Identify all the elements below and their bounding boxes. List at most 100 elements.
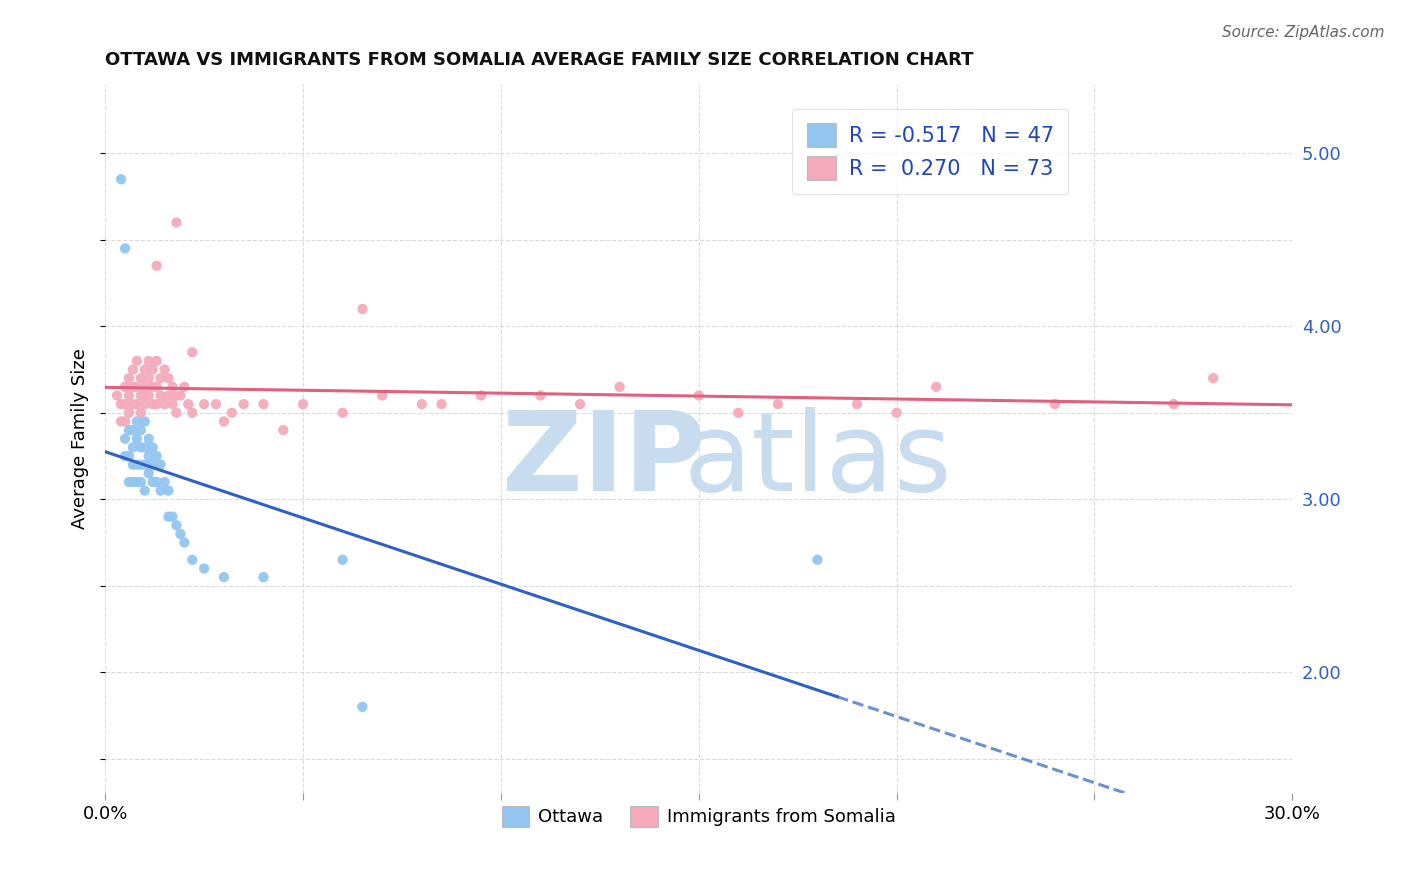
Point — [430, 397, 453, 411]
Point — [145, 259, 167, 273]
Point — [1202, 371, 1225, 385]
Point — [134, 380, 156, 394]
Text: atlas: atlas — [683, 407, 952, 514]
Point — [846, 397, 869, 411]
Point — [134, 483, 156, 498]
Point — [145, 397, 167, 411]
Point — [129, 388, 152, 402]
Point — [114, 432, 136, 446]
Point — [157, 483, 180, 498]
Point — [145, 380, 167, 394]
Point — [153, 397, 176, 411]
Point — [169, 527, 191, 541]
Point — [153, 475, 176, 489]
Point — [181, 345, 204, 359]
Point — [153, 362, 176, 376]
Point — [181, 553, 204, 567]
Point — [221, 406, 243, 420]
Point — [470, 388, 492, 402]
Point — [142, 441, 165, 455]
Point — [114, 414, 136, 428]
Point — [332, 406, 354, 420]
Point — [411, 397, 433, 411]
Point — [371, 388, 394, 402]
Point — [118, 449, 141, 463]
Point — [114, 397, 136, 411]
Point — [138, 371, 160, 385]
Point — [122, 423, 145, 437]
Point — [181, 406, 204, 420]
Point — [122, 380, 145, 394]
Point — [173, 380, 195, 394]
Point — [806, 553, 828, 567]
Point — [125, 380, 148, 394]
Point — [138, 388, 160, 402]
Point — [125, 354, 148, 368]
Point — [118, 388, 141, 402]
Point — [766, 397, 789, 411]
Point — [352, 699, 374, 714]
Point — [122, 475, 145, 489]
Point — [727, 406, 749, 420]
Point — [138, 432, 160, 446]
Point — [134, 441, 156, 455]
Point — [271, 423, 294, 437]
Point — [609, 380, 631, 394]
Point — [122, 458, 145, 472]
Point — [125, 414, 148, 428]
Point — [193, 397, 215, 411]
Point — [125, 432, 148, 446]
Point — [114, 449, 136, 463]
Point — [134, 362, 156, 376]
Point — [169, 388, 191, 402]
Point — [165, 518, 187, 533]
Point — [142, 475, 165, 489]
Point — [569, 397, 592, 411]
Point — [232, 397, 254, 411]
Point — [157, 509, 180, 524]
Point — [145, 475, 167, 489]
Point — [118, 423, 141, 437]
Point — [1043, 397, 1066, 411]
Y-axis label: Average Family Size: Average Family Size — [72, 348, 89, 529]
Point — [129, 371, 152, 385]
Point — [252, 570, 274, 584]
Point — [205, 397, 228, 411]
Point — [149, 388, 172, 402]
Text: ZIP: ZIP — [502, 407, 706, 514]
Point — [138, 449, 160, 463]
Point — [142, 397, 165, 411]
Point — [165, 388, 187, 402]
Point — [212, 570, 235, 584]
Point — [122, 362, 145, 376]
Point — [149, 483, 172, 498]
Point — [193, 561, 215, 575]
Point — [165, 215, 187, 229]
Point — [157, 371, 180, 385]
Point — [125, 397, 148, 411]
Point — [110, 397, 132, 411]
Point — [114, 242, 136, 256]
Point — [292, 397, 315, 411]
Point — [529, 388, 551, 402]
Point — [177, 397, 200, 411]
Point — [129, 458, 152, 472]
Text: OTTAWA VS IMMIGRANTS FROM SOMALIA AVERAGE FAMILY SIZE CORRELATION CHART: OTTAWA VS IMMIGRANTS FROM SOMALIA AVERAG… — [105, 51, 974, 69]
Point — [138, 467, 160, 481]
Point — [129, 406, 152, 420]
Point — [173, 535, 195, 549]
Point — [145, 354, 167, 368]
Point — [142, 380, 165, 394]
Point — [149, 371, 172, 385]
Point — [925, 380, 948, 394]
Point — [332, 553, 354, 567]
Point — [105, 388, 128, 402]
Point — [134, 458, 156, 472]
Point — [212, 414, 235, 428]
Point — [142, 362, 165, 376]
Point — [110, 414, 132, 428]
Point — [129, 423, 152, 437]
Point — [162, 397, 184, 411]
Point — [142, 458, 165, 472]
Legend: Ottawa, Immigrants from Somalia: Ottawa, Immigrants from Somalia — [495, 798, 903, 834]
